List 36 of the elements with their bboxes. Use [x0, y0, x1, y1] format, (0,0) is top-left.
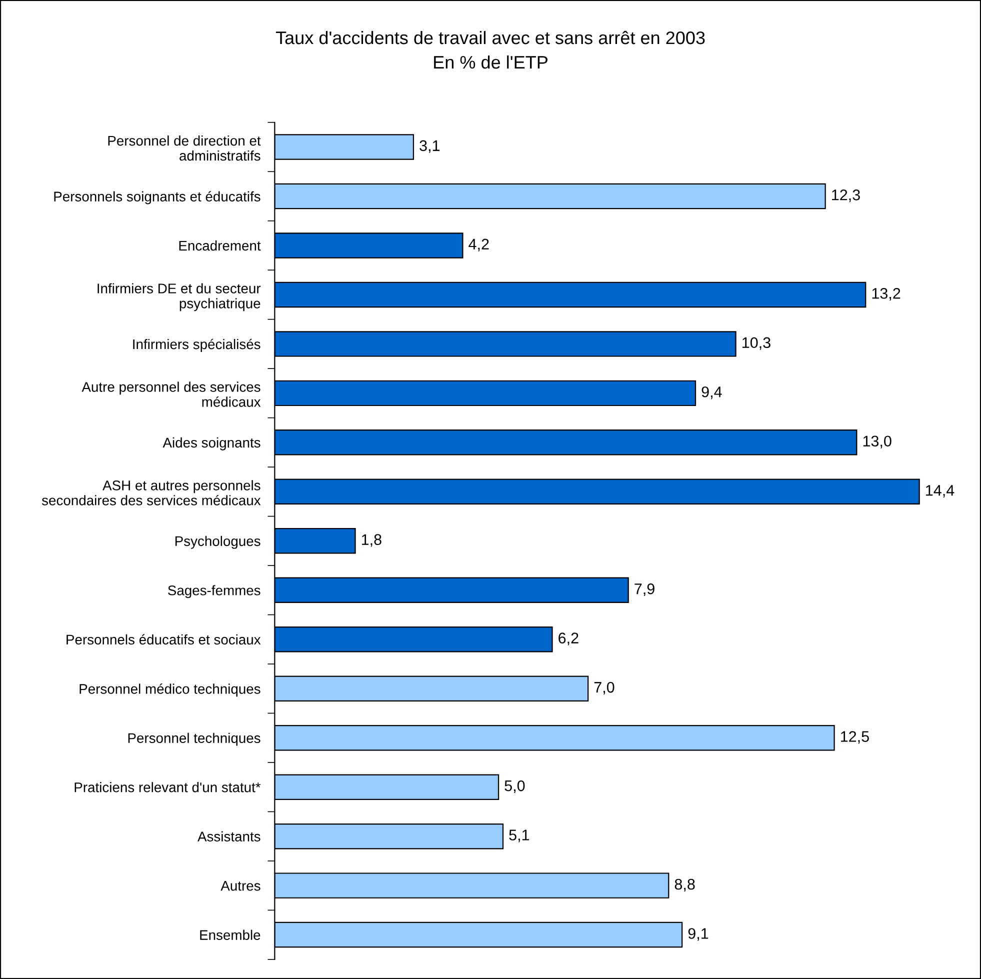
data-label: 7,9	[634, 583, 654, 596]
y-tick-label: Praticiens relevant d'un statut*	[74, 782, 261, 792]
data-label: 4,2	[468, 238, 489, 252]
y-tick-label: Autres	[220, 881, 260, 891]
data-label: 1,8	[362, 534, 382, 547]
y-tick-label: Assistants	[198, 831, 260, 842]
data-label: 9,4	[702, 386, 722, 400]
y-tick-label: Infirmiers spécialisés	[133, 338, 260, 352]
y-tick-label: Personnels éducatifs et sociaux	[66, 634, 261, 645]
data-label: 13,2	[872, 288, 900, 301]
y-tick-label: ASH et autres personnels secondaires des services médicaux	[42, 480, 261, 506]
y-tick-label: Encadrement	[179, 240, 261, 251]
data-label: 3,1	[420, 140, 440, 153]
data-label: 6,2	[558, 632, 578, 646]
y-tick-label: Personnel médico techniques	[80, 683, 260, 697]
y-tick-label: Autre personnel des services médicaux	[82, 382, 261, 407]
data-label: 9,1	[688, 928, 708, 941]
data-label: 8,8	[674, 878, 695, 892]
y-tick-label: Psychologues	[175, 536, 260, 549]
chart-subtitle: En % de l'ETP	[434, 55, 548, 69]
data-label: 12,5	[841, 731, 869, 744]
y-tick-label: Ensemble	[200, 930, 260, 940]
data-label: 7,0	[594, 682, 614, 695]
data-label: 5,0	[504, 780, 525, 793]
y-tick-label: Personnel techniques	[128, 732, 260, 746]
data-label: 5,1	[509, 830, 530, 842]
data-label: 12,3	[832, 190, 860, 202]
data-label: 13,0	[863, 436, 892, 448]
y-tick-label: Personnel de direction et administratifs	[108, 135, 261, 161]
chart-title: Taux d'accidents de travail avec et sans arrêt en 2003	[276, 30, 705, 44]
y-tick-label: Infirmiers DE et du secteur psychiatrique	[98, 283, 261, 312]
data-label: 14,4	[926, 485, 954, 498]
y-tick-label: Personnels soignants et éducatifs	[54, 191, 260, 204]
y-tick-label: Aides soignants	[162, 437, 260, 450]
data-label: 10,3	[742, 337, 770, 350]
y-tick-label: Sages-femmes	[168, 585, 260, 598]
